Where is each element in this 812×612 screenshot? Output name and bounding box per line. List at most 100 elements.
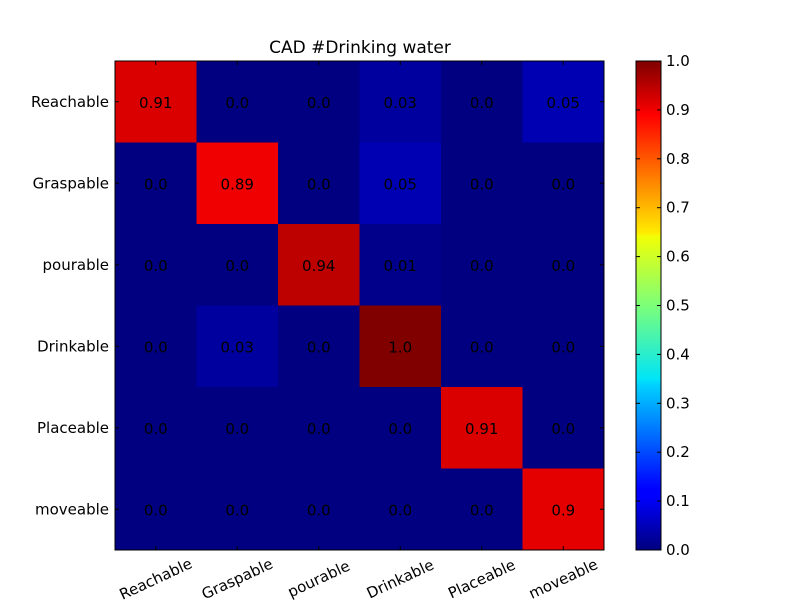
heatmap-cell <box>522 224 605 306</box>
colorbar-ticks: 0.0 0.1 0.2 0.3 0.4 0.5 0.6 0.7 0.8 0.9 1.0 <box>636 52 690 559</box>
cell-value-label: 0.0 <box>551 175 575 193</box>
heatmap-cell <box>522 387 605 469</box>
cell-value-label: 0.91 <box>139 94 172 112</box>
cell-value-label: 0.0 <box>307 420 331 438</box>
cell-value-label: 0.0 <box>470 501 494 519</box>
colorbar-tick-label: 0.8 <box>666 150 690 168</box>
heatmap-cell <box>278 468 360 551</box>
colorbar-tick-label: 0.9 <box>666 101 690 119</box>
heatmap-cell <box>441 142 523 225</box>
cell-value-label: 0.0 <box>225 94 249 112</box>
heatmap-cell <box>359 224 442 306</box>
cell-value-label: 0.94 <box>302 257 335 275</box>
heatmap-cell <box>115 61 197 143</box>
heatmap-cell <box>441 387 523 469</box>
cell-value-label: 0.0 <box>307 94 331 112</box>
cell-value-label: 0.0 <box>307 501 331 519</box>
heatmap-cell <box>522 61 605 143</box>
cell-value-label: 0.0 <box>225 501 249 519</box>
x-tick-label: Drinkable <box>364 556 437 603</box>
cell-value-label: 0.0 <box>144 501 168 519</box>
heatmap-cell <box>115 387 197 469</box>
colorbar-tick-label: 0.7 <box>666 199 690 217</box>
cell-value-label: 0.0 <box>144 257 168 275</box>
cell-value-label: 0.0 <box>225 257 249 275</box>
cell-value-label: 0.0 <box>551 420 575 438</box>
x-tick-label: pourable <box>285 557 353 601</box>
heatmap-cell <box>196 468 279 551</box>
cell-value-label: 0.0 <box>470 338 494 356</box>
y-tick-label: Placeable <box>37 419 109 437</box>
heatmap-cell <box>278 61 360 143</box>
cell-value-label: 0.0 <box>225 420 249 438</box>
cell-value-label: 0.01 <box>384 257 417 275</box>
heatmap-cell <box>196 224 279 306</box>
heatmap-cell <box>115 305 197 388</box>
cell-value-label: 0.0 <box>307 338 331 356</box>
heatmap-cell <box>278 224 360 306</box>
heatmap-cell <box>359 142 442 225</box>
cell-value-label: 0.9 <box>551 501 575 519</box>
heatmap-cell <box>359 305 442 388</box>
heatmap-cell <box>196 387 279 469</box>
cell-value-label: 0.0 <box>551 257 575 275</box>
colorbar-tick-label: 0.0 <box>666 541 690 559</box>
heatmap-cell <box>441 224 523 306</box>
x-tick-label: moveable <box>526 555 601 603</box>
cell-value-label: 0.89 <box>221 175 254 193</box>
cell-value-label: 1.0 <box>388 338 412 356</box>
heatmap-cell <box>278 387 360 469</box>
cell-value-label: 0.0 <box>307 175 331 193</box>
y-tick-label: moveable <box>35 500 109 518</box>
cell-value-label: 0.03 <box>221 338 254 356</box>
colorbar-tick-label: 0.4 <box>666 345 690 363</box>
heatmap-cells <box>115 61 605 551</box>
cell-value-label: 0.0 <box>388 420 412 438</box>
x-tick-label: Placeable <box>445 556 518 603</box>
chart-title: CAD #Drinking water <box>269 38 451 58</box>
cell-value-label: 0.0 <box>144 338 168 356</box>
heatmap-cell <box>441 468 523 551</box>
y-tick-label: pourable <box>43 256 109 274</box>
heatmap-cell <box>196 142 279 225</box>
colorbar-tick-label: 0.5 <box>666 297 690 315</box>
cell-value-label: 0.0 <box>470 257 494 275</box>
heatmap-cell <box>359 387 442 469</box>
plot-frame <box>114 60 605 551</box>
colorbar-tick-label: 0.2 <box>666 443 690 461</box>
x-tick-label: Reachable <box>117 554 195 603</box>
y-tick-label: Reachable <box>31 93 109 111</box>
cell-value-label: 0.0 <box>551 338 575 356</box>
heatmap-cell <box>522 305 605 388</box>
y-tick-label: Drinkable <box>37 337 109 355</box>
colorbar-tick-label: 0.6 <box>666 248 690 266</box>
cell-value-label: 0.0 <box>470 175 494 193</box>
heatmap-cell <box>441 305 523 388</box>
heatmap-cell-labels: 0.91 0.0 0.0 0.03 0.0 0.05 0.0 0.89 0.0 0.05 0.0 0.… <box>139 94 580 520</box>
colorbar-tick-label: 1.0 <box>666 52 690 70</box>
heatmap-cell <box>359 468 442 551</box>
heatmap-cell <box>522 468 605 551</box>
heatmap-cell <box>441 61 523 143</box>
heatmap-cell <box>278 142 360 225</box>
x-tick-label: Graspable <box>199 555 276 604</box>
cell-value-label: 0.03 <box>384 94 417 112</box>
cell-value-label: 0.05 <box>384 175 417 193</box>
y-tick-labels: Reachable Graspable pourable Drinkable Place… <box>31 93 604 518</box>
heatmap-cell <box>522 142 605 225</box>
cell-value-label: 0.91 <box>465 420 498 438</box>
colorbar-tick-label: 0.3 <box>666 394 690 412</box>
heatmap-cell <box>359 61 442 143</box>
cell-value-label: 0.0 <box>388 501 412 519</box>
heatmap-cell <box>115 468 197 551</box>
heatmap-cell <box>196 305 279 388</box>
cell-value-label: 0.0 <box>144 175 168 193</box>
cell-value-label: 0.0 <box>144 420 168 438</box>
heatmap-cell <box>278 305 360 388</box>
heatmap-cell <box>115 224 197 306</box>
heatmap-cell <box>196 61 279 143</box>
cell-value-label: 0.05 <box>547 94 580 112</box>
cell-value-label: 0.0 <box>470 94 494 112</box>
heatmap-cell <box>115 142 197 225</box>
